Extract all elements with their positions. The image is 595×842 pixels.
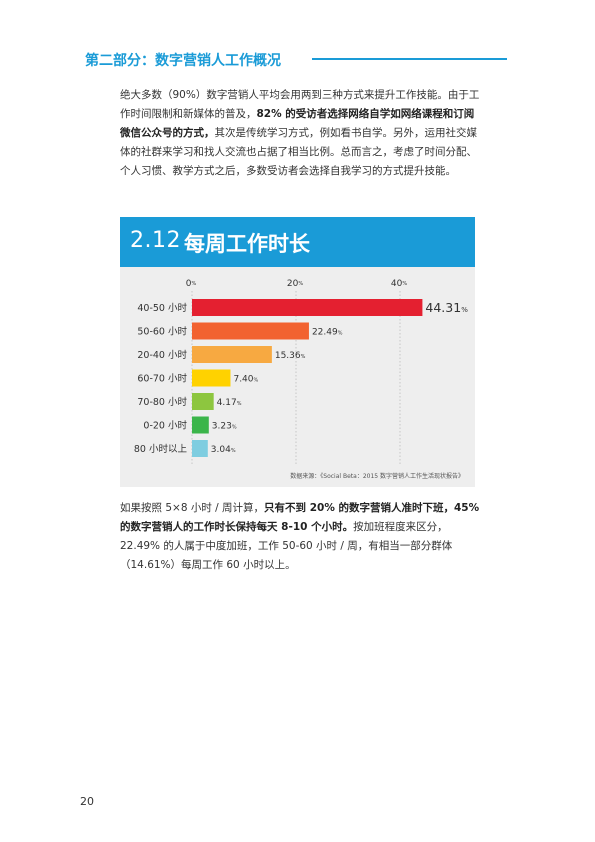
category-label: 60-70 小时	[137, 373, 187, 385]
x-tick-unit: %	[298, 281, 303, 287]
chart-card: 2.12 每周工作时长 0% 20% 40% 40-50 小时 44.31% 50-60 …	[120, 217, 475, 487]
section-heading: 第二部分：数字营销人工作概况	[85, 53, 281, 69]
heading-rule	[312, 58, 507, 60]
bar	[192, 440, 208, 457]
data-label: 3.04%	[211, 445, 236, 455]
data-label-unit: %	[461, 306, 468, 314]
category-label: 20-40 小时	[137, 349, 187, 361]
data-label: 4.17%	[217, 398, 242, 408]
paragraph-2: 如果按照 5×8 小时 / 周计算，只有不到 20% 的数字营销人准时下班，45…	[120, 499, 482, 575]
data-label-unit: %	[338, 331, 343, 337]
data-label: 3.23%	[212, 422, 237, 432]
data-label: 7.40%	[233, 375, 258, 385]
paragraph-1: 绝大多数（90%）数字营销人平均会用两到三种方式来提升工作技能。由于工作时间限制…	[120, 86, 482, 181]
bar	[192, 346, 272, 363]
data-label: 44.31%	[425, 300, 468, 315]
page-number: 20	[80, 795, 94, 808]
bar	[192, 369, 231, 387]
chart-title-number: 2.12	[130, 228, 181, 253]
data-label-unit: %	[232, 425, 237, 431]
data-label-unit: %	[254, 378, 259, 384]
bar	[192, 322, 309, 340]
paragraph-2-text-b: 按加班程度来区分，22.49% 的人属于中度加班，工作 50-60 小时 / 周…	[120, 521, 453, 571]
paragraph-2-bold: 只有不到 20% 的数字营销人准时下班，45% 的数字营销人的工作时长保持每天 …	[120, 502, 480, 533]
bar-chart: 0% 20% 40% 40-50 小时 44.31% 50-60 小时 22.49% 20-4…	[134, 279, 468, 480]
data-label-unit: %	[237, 401, 242, 407]
bar	[192, 299, 423, 316]
x-tick-label: 0%	[186, 279, 197, 289]
category-label: 0-20 小时	[143, 420, 187, 432]
x-tick-label: 20%	[287, 279, 303, 289]
category-label: 70-80 小时	[137, 396, 187, 408]
data-label-unit: %	[231, 448, 236, 454]
chart-title: 每周工作时长	[184, 232, 310, 256]
paragraph-1-bold: 82% 的受访者选择网络自学如网络课程和订阅微信公众号的方式，	[120, 108, 475, 139]
paragraph-2-text-a: 如果按照 5×8 小时 / 周计算，	[120, 502, 265, 514]
chart-source: 数据来源：《Social Beta：2015 数字营销人工作生活现状报告》	[290, 472, 464, 480]
chart-header: 2.12 每周工作时长	[120, 217, 475, 267]
paragraph-1-text-b: 其次是传统学习方式，例如看书自学。另外，运用社交媒体的社群来学习和找人交流也占据…	[120, 127, 477, 177]
x-tick-unit: %	[402, 281, 407, 287]
data-label-unit: %	[301, 354, 306, 360]
paragraph-1-text-a: 绝大多数（90%）数字营销人平均会用两到三种方式来提升工作技能。由于工作时间限制…	[120, 89, 480, 120]
x-tick-label: 40%	[391, 279, 407, 289]
category-label: 50-60 小时	[137, 326, 187, 338]
data-label: 15.36%	[275, 351, 306, 361]
bar	[192, 416, 209, 434]
bar	[192, 393, 214, 410]
data-label: 22.49%	[312, 328, 343, 338]
category-label: 40-50 小时	[137, 302, 187, 314]
x-tick-unit: %	[191, 281, 196, 287]
category-label: 80 小时以上	[134, 443, 188, 455]
